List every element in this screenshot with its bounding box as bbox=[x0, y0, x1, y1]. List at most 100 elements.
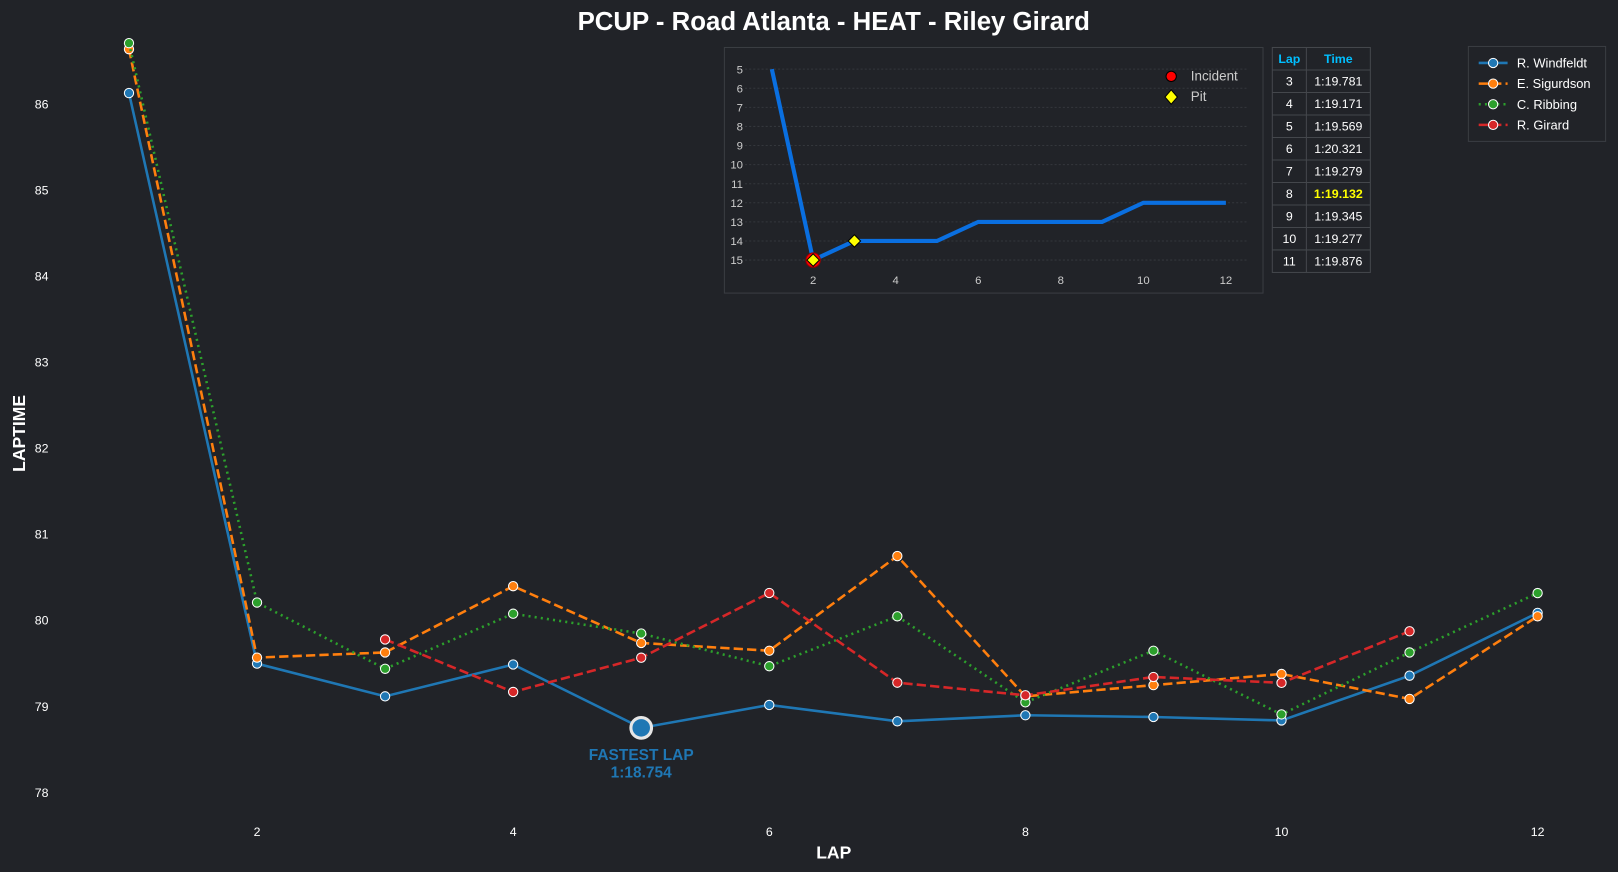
inset-x-tick-label: 12 bbox=[1220, 275, 1233, 287]
data-point bbox=[507, 581, 519, 592]
fastest-lap-annotation: FASTEST LAP 1:18.754 bbox=[589, 715, 694, 781]
data-point bbox=[764, 661, 775, 672]
data-point bbox=[1532, 587, 1543, 599]
table-cell-time: 1:19.132 bbox=[1314, 187, 1363, 201]
inset-y-tick-label: 5 bbox=[737, 64, 743, 76]
y-tick-label: 84 bbox=[35, 269, 49, 283]
data-point bbox=[636, 637, 647, 649]
table-cell-lap: 8 bbox=[1286, 187, 1293, 201]
x-tick-label: 4 bbox=[510, 825, 517, 839]
x-tick-label: 10 bbox=[1275, 825, 1289, 839]
pit-marker bbox=[847, 234, 862, 248]
data-point bbox=[379, 663, 391, 674]
inset-legend: Incident Pit bbox=[1164, 69, 1238, 106]
data-point bbox=[1404, 647, 1415, 658]
incident-legend-label: Incident bbox=[1191, 69, 1238, 84]
data-point bbox=[892, 716, 903, 727]
data-point bbox=[507, 608, 519, 619]
legend-marker-icon bbox=[1487, 119, 1499, 131]
x-axis-label: LAP bbox=[816, 843, 851, 863]
inset-y-tick-label: 6 bbox=[737, 83, 743, 95]
inset-x-tick-label: 2 bbox=[810, 275, 816, 287]
y-tick-label: 83 bbox=[35, 356, 49, 370]
table-cell-lap: 5 bbox=[1286, 119, 1293, 133]
x-tick-label: 2 bbox=[254, 825, 261, 839]
data-point bbox=[123, 87, 135, 99]
fastest-lap-value: 1:18.754 bbox=[611, 764, 672, 781]
series-r-girard bbox=[379, 587, 1415, 701]
table-cell-time: 1:19.876 bbox=[1314, 254, 1362, 268]
data-point bbox=[1404, 670, 1415, 681]
table-cell-lap: 11 bbox=[1283, 254, 1296, 268]
data-point bbox=[892, 550, 903, 562]
data-point bbox=[251, 597, 263, 608]
data-point bbox=[123, 37, 135, 49]
y-tick-label: 85 bbox=[35, 183, 49, 197]
legend-label: R. Girard bbox=[1517, 118, 1569, 133]
legend-label: E. Sigurdson bbox=[1517, 76, 1591, 91]
series-line bbox=[127, 48, 1539, 701]
pit-legend-label: Pit bbox=[1191, 89, 1207, 104]
table-cell-lap: 10 bbox=[1282, 232, 1296, 246]
data-point bbox=[251, 652, 263, 663]
legend-marker-icon bbox=[1487, 57, 1499, 69]
data-point bbox=[1148, 671, 1159, 683]
inset-y-tick-label: 14 bbox=[730, 236, 743, 248]
data-point bbox=[379, 647, 391, 658]
data-point bbox=[1404, 626, 1415, 637]
table-cell-time: 1:19.569 bbox=[1314, 119, 1362, 133]
table-cell-time: 1:19.781 bbox=[1314, 74, 1362, 88]
incident-legend-icon bbox=[1165, 70, 1177, 83]
pit-legend-icon bbox=[1164, 89, 1179, 106]
data-point bbox=[379, 691, 391, 702]
inset-y-tick-label: 12 bbox=[730, 198, 743, 210]
table-cell-lap: 3 bbox=[1286, 74, 1293, 88]
table-cell-time: 1:19.171 bbox=[1314, 97, 1362, 111]
table-cell-lap: 6 bbox=[1286, 142, 1293, 156]
data-point bbox=[507, 659, 519, 670]
data-point bbox=[892, 611, 903, 622]
inset-y-tick-label: 9 bbox=[737, 141, 743, 153]
y-axis-label: LAPTIME bbox=[9, 395, 29, 472]
table-cell-lap: 9 bbox=[1286, 209, 1293, 223]
chart-title: PCUP - Road Atlanta - HEAT - Riley Girar… bbox=[578, 8, 1090, 36]
position-line bbox=[769, 68, 1226, 264]
inset-y-tick-label: 13 bbox=[730, 217, 743, 229]
y-tick-label: 81 bbox=[35, 528, 49, 542]
fastest-lap-label: FASTEST LAP bbox=[589, 747, 694, 764]
legend-marker-icon bbox=[1487, 78, 1499, 89]
series-line bbox=[127, 92, 1539, 730]
legend: R. Windfeldt E. Sigurdson C. Ribbing R. Gir… bbox=[1467, 45, 1607, 142]
inset-x-tick-label: 8 bbox=[1058, 275, 1064, 287]
inset-x-tick-label: 4 bbox=[893, 275, 899, 287]
data-point bbox=[764, 699, 775, 711]
table-cell-time: 1:20.321 bbox=[1314, 142, 1362, 156]
position-inset: 5 6 7 8 9 10 11 12 13 14 15 2 4 6 8 10 12 Incident Pit bbox=[723, 46, 1264, 294]
table-header: Time bbox=[1324, 52, 1353, 66]
y-tick-label: 79 bbox=[35, 700, 49, 714]
inset-y-tick-label: 7 bbox=[737, 102, 743, 114]
data-point bbox=[1276, 668, 1287, 680]
table-header: Lap bbox=[1278, 52, 1300, 66]
lap-time-table: Lap Time 3 1:19.781 4 1:19.171 5 1:19.569 6 1:20.… bbox=[1271, 46, 1371, 273]
series-line bbox=[127, 42, 1539, 716]
inset-y-tick-label: 8 bbox=[737, 122, 743, 134]
data-point bbox=[636, 628, 647, 639]
data-point bbox=[1276, 709, 1287, 720]
table-cell-time: 1:19.277 bbox=[1314, 232, 1362, 246]
legend-marker-icon bbox=[1487, 99, 1499, 110]
inset-y-tick-label: 15 bbox=[730, 255, 743, 267]
data-point bbox=[892, 677, 903, 688]
data-point bbox=[1148, 711, 1159, 723]
data-point bbox=[379, 634, 391, 645]
x-tick-label: 6 bbox=[766, 825, 773, 839]
data-point bbox=[764, 645, 775, 656]
y-tick-label: 82 bbox=[35, 442, 49, 456]
x-tick-label: 8 bbox=[1022, 825, 1029, 839]
data-point bbox=[507, 686, 519, 698]
data-point bbox=[1020, 690, 1031, 701]
data-point bbox=[636, 652, 647, 663]
data-point bbox=[1020, 710, 1031, 721]
inset-x-tick-label: 10 bbox=[1137, 275, 1150, 287]
